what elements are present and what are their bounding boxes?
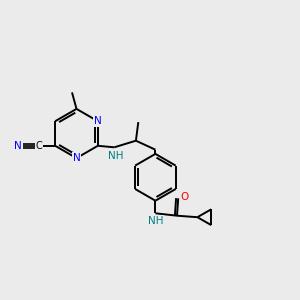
Text: N: N	[73, 153, 80, 163]
Text: NH: NH	[148, 216, 163, 226]
Text: N: N	[14, 141, 22, 151]
Text: O: O	[181, 192, 189, 202]
Text: NH: NH	[108, 151, 124, 161]
Text: N: N	[94, 116, 102, 126]
Text: C: C	[35, 141, 42, 151]
